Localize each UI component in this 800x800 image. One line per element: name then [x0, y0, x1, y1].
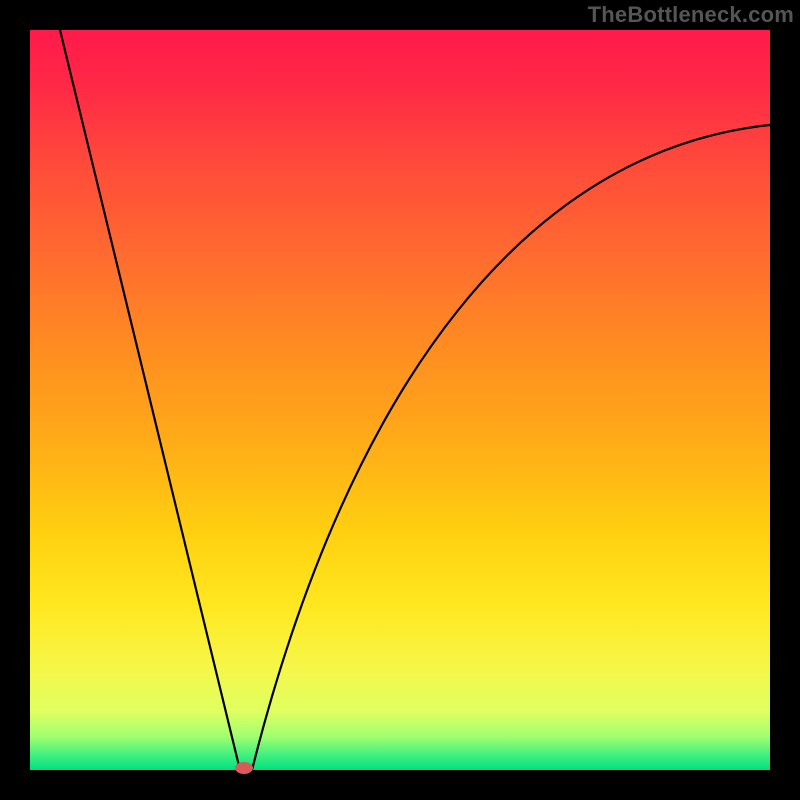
- minimum-marker: [235, 762, 253, 774]
- plot-area: [30, 30, 770, 770]
- curve-right-branch: [252, 125, 770, 770]
- watermark-text: TheBottleneck.com: [588, 2, 794, 28]
- curve-svg: [30, 30, 770, 770]
- chart-container: TheBottleneck.com: [0, 0, 800, 800]
- curve-left-branch: [60, 30, 240, 770]
